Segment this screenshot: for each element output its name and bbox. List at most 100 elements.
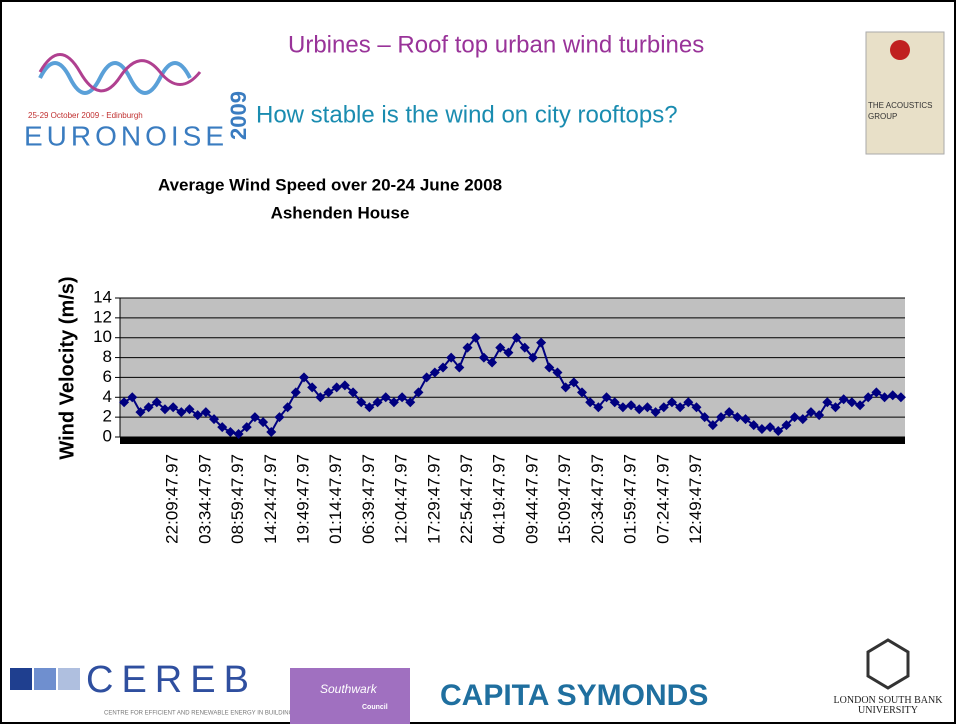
data-point xyxy=(642,402,653,413)
data-point xyxy=(192,410,203,421)
data-point xyxy=(560,382,571,393)
x-tick-label: 14:24:47.97 xyxy=(261,454,280,544)
data-point xyxy=(258,417,269,428)
data-point xyxy=(732,412,743,423)
data-point xyxy=(601,392,612,403)
y-tick-label: 6 xyxy=(103,367,112,386)
x-tick-label: 07:24:47.97 xyxy=(653,454,672,544)
data-point xyxy=(478,352,489,363)
logo-text: LONDON SOUTH BANK UNIVERSITY xyxy=(833,696,943,716)
data-point xyxy=(838,394,849,405)
y-tick-label: 10 xyxy=(93,327,112,346)
data-point xyxy=(487,357,498,368)
data-point xyxy=(650,407,661,418)
y-tick-label: 8 xyxy=(103,347,112,366)
data-point xyxy=(429,367,440,378)
logo-square xyxy=(34,668,56,690)
data-point xyxy=(168,402,179,413)
x-tick-label: 19:49:47.97 xyxy=(293,454,312,544)
data-point xyxy=(143,402,154,413)
data-point xyxy=(307,382,318,393)
data-point xyxy=(822,397,833,408)
x-tick-label: 22:54:47.97 xyxy=(457,454,476,544)
data-point xyxy=(879,392,890,403)
data-point xyxy=(675,402,686,413)
data-point xyxy=(626,400,637,411)
logo-icon xyxy=(890,40,910,60)
data-point xyxy=(519,342,530,353)
x-tick-label: 06:39:47.97 xyxy=(359,454,378,544)
x-tick-label: 01:59:47.97 xyxy=(621,454,640,544)
y-tick-label: 4 xyxy=(103,387,112,406)
data-point xyxy=(217,422,228,433)
data-point xyxy=(339,380,350,391)
data-point xyxy=(716,412,727,423)
y-tick-label: 2 xyxy=(103,407,112,426)
x-tick-label: 12:04:47.97 xyxy=(392,454,411,544)
data-point xyxy=(119,397,130,408)
data-point xyxy=(176,407,187,418)
data-point xyxy=(249,412,260,423)
data-point xyxy=(184,404,195,415)
plot-background xyxy=(120,298,905,437)
data-point xyxy=(209,414,220,425)
data-point xyxy=(830,402,841,413)
data-point xyxy=(233,429,244,440)
data-point xyxy=(724,407,735,418)
data-point xyxy=(707,420,718,431)
logo-wave xyxy=(38,53,202,93)
data-point xyxy=(380,392,391,403)
data-point xyxy=(413,387,424,398)
data-point xyxy=(446,352,457,363)
logo-text: CEREB xyxy=(86,659,257,701)
logo-text: CENTRE FOR EFFICIENT AND RENEWABLE ENERG… xyxy=(104,711,297,717)
data-point xyxy=(405,397,416,408)
data-point xyxy=(127,392,138,403)
data-point xyxy=(437,362,448,373)
data-point xyxy=(797,414,808,425)
data-point xyxy=(331,382,342,393)
data-point xyxy=(151,397,162,408)
data-point xyxy=(290,387,301,398)
data-point xyxy=(544,362,555,373)
slide-title: Urbines – Roof top urban wind turbines xyxy=(288,31,704,58)
x-tick-label: 08:59:47.97 xyxy=(228,454,247,544)
data-point xyxy=(740,414,751,425)
data-point xyxy=(135,407,146,418)
data-point xyxy=(388,397,399,408)
data-point xyxy=(266,427,277,438)
y-tick-label: 14 xyxy=(93,287,112,306)
x-tick-label: 03:34:47.97 xyxy=(195,454,214,544)
logo-text: 2009 xyxy=(226,91,251,140)
data-point xyxy=(470,332,481,343)
logo-text: 25-29 October 2009 - Edinburgh xyxy=(28,111,143,120)
data-point xyxy=(536,337,547,348)
data-point xyxy=(691,402,702,413)
data-point xyxy=(298,372,309,383)
data-point xyxy=(397,392,408,403)
data-point xyxy=(765,422,776,433)
data-point xyxy=(658,402,669,413)
data-point xyxy=(855,400,866,411)
logo-square xyxy=(58,668,80,690)
data-point xyxy=(748,420,759,431)
data-point xyxy=(511,332,522,343)
logo-text: EURONOISE xyxy=(24,120,224,151)
y-axis-label: Wind Velocity (m/s) xyxy=(56,276,78,459)
logo-text: THE ACOUSTICS GROUP xyxy=(868,101,933,121)
y-tick-label: 0 xyxy=(103,426,112,445)
data-point xyxy=(773,426,784,437)
y-tick-label: 12 xyxy=(93,307,112,326)
data-point xyxy=(241,422,252,433)
data-point xyxy=(609,397,620,408)
slide-subtitle: How stable is the wind on city rooftops? xyxy=(256,101,678,128)
data-point xyxy=(593,402,604,413)
data-point xyxy=(200,407,211,418)
data-point xyxy=(568,377,579,388)
data-point xyxy=(372,397,383,408)
data-point xyxy=(805,407,816,418)
data-point xyxy=(159,404,170,415)
